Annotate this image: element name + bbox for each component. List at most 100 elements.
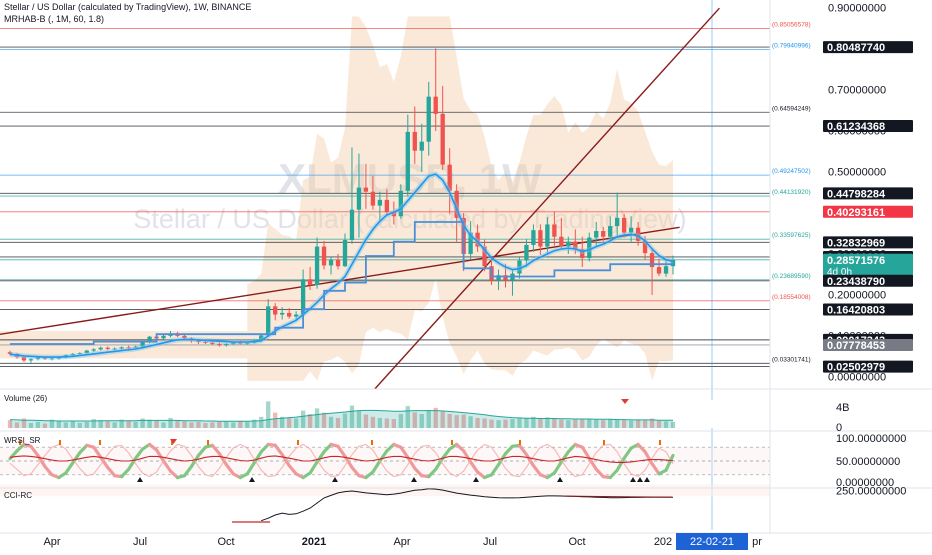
volume-bar [642,420,648,428]
volume-bar [307,414,313,428]
candle [286,308,292,319]
candle [412,106,417,164]
volume-bar [126,420,131,428]
wrsi-wave-a-seg [259,442,270,454]
wrsi-wave-a-seg [224,463,235,476]
volume-bar [238,420,243,428]
wrsi-wave-a-seg [196,445,208,458]
wrsi-wave-a-seg [503,444,515,456]
candle [370,176,376,210]
volume-bar [587,418,592,428]
wrsi-buy-marker [411,477,417,482]
volume-marker [621,399,629,404]
watermark-name: Stellar / US Dollar (calculated by Tradi… [133,204,686,234]
time-tick-label: Oct [217,536,234,548]
volume-bar [252,419,257,428]
volume-bar [580,419,585,428]
volume-bar [356,410,362,428]
candle-body [391,212,397,217]
candle [112,347,117,351]
candle-body [280,312,285,315]
candle-body [538,230,543,247]
candle [649,249,655,295]
volume-bar [175,420,180,428]
candle [482,239,487,272]
wrsi-wave-a-seg [43,464,54,477]
volume-bar [84,421,89,428]
wrsi-pane-title: WRSI_SR [4,436,41,445]
candle-body [454,190,459,218]
candle [552,211,557,246]
price-level-tag: 0.80487740 [823,41,913,54]
wrsi-wave-a-seg [622,446,633,460]
candle [524,239,529,268]
wrsi-wave-a-seg [29,444,40,458]
wrsi-wave-a-seg [559,450,570,464]
volume-bar [314,408,320,428]
volume-bar [63,422,68,428]
candle [601,226,606,242]
price-axis[interactable]: 0.000000000.100000000.200000000.30000000… [823,3,913,498]
volume-bar [496,420,501,428]
candle [161,334,166,340]
candle-body [342,240,348,267]
candle-body [147,336,152,342]
volume-bar [384,418,390,428]
volume-bar [217,421,222,428]
candle [440,86,445,170]
wrsi-buy-marker [137,477,143,482]
candle [217,342,222,347]
price-level-tag-bg [823,187,913,200]
candle-body [349,209,355,241]
candle-body [398,190,403,217]
volume-bar [545,417,550,428]
price-tick-label: 0.50000000 [828,167,886,179]
time-cursor-tag-bg [676,533,748,550]
candle-body [496,275,501,281]
wrsi-sell-marker [19,440,21,445]
candle-body [161,335,166,339]
candle [126,345,131,349]
volume-bar [433,407,438,428]
price-level-tag-bg [823,236,913,249]
cci-divergence-line [565,495,673,498]
volume-bar [419,414,424,428]
wrsi-wave-a-seg [336,444,347,458]
time-tick-label: Apr [43,536,60,548]
candle-body [321,246,327,266]
candle [384,189,390,216]
time-axis[interactable]: Apr Jul Oct 2021 Apr Jul Oct 202 22-02-21 pr [43,533,762,550]
time-tick-label: Jul [133,536,147,548]
candle-body [105,347,110,349]
candle-body [370,191,376,206]
level-small-label: (0.79940996) [772,42,811,49]
wrsi-wave-a-seg [287,464,298,476]
volume-bar [503,419,508,428]
time-tick-label: 202 [654,536,672,548]
candle-body [503,275,508,281]
candle [377,191,383,221]
candle-body [21,357,27,361]
volume-bar [489,419,494,428]
volume-bar [140,418,145,428]
volume-bar [293,418,299,428]
candle [559,217,564,249]
candle-body [587,237,592,259]
price-level-tag-label: 0.32832969 [827,237,885,249]
price-level-tag-bg [823,253,913,278]
price-level-tag-bg [823,338,913,351]
volume-bar [56,421,62,428]
candle [273,303,278,321]
volume-bar [531,416,536,428]
candle-body [615,217,620,227]
time-tick-label: Jul [483,536,497,548]
candle-body [419,141,424,151]
volume-bar [70,420,75,428]
candle-body [482,246,487,267]
volume-bar [35,421,41,428]
wrsi-wave-a-seg [615,456,626,472]
wrsi-wave-a-seg [106,465,117,478]
